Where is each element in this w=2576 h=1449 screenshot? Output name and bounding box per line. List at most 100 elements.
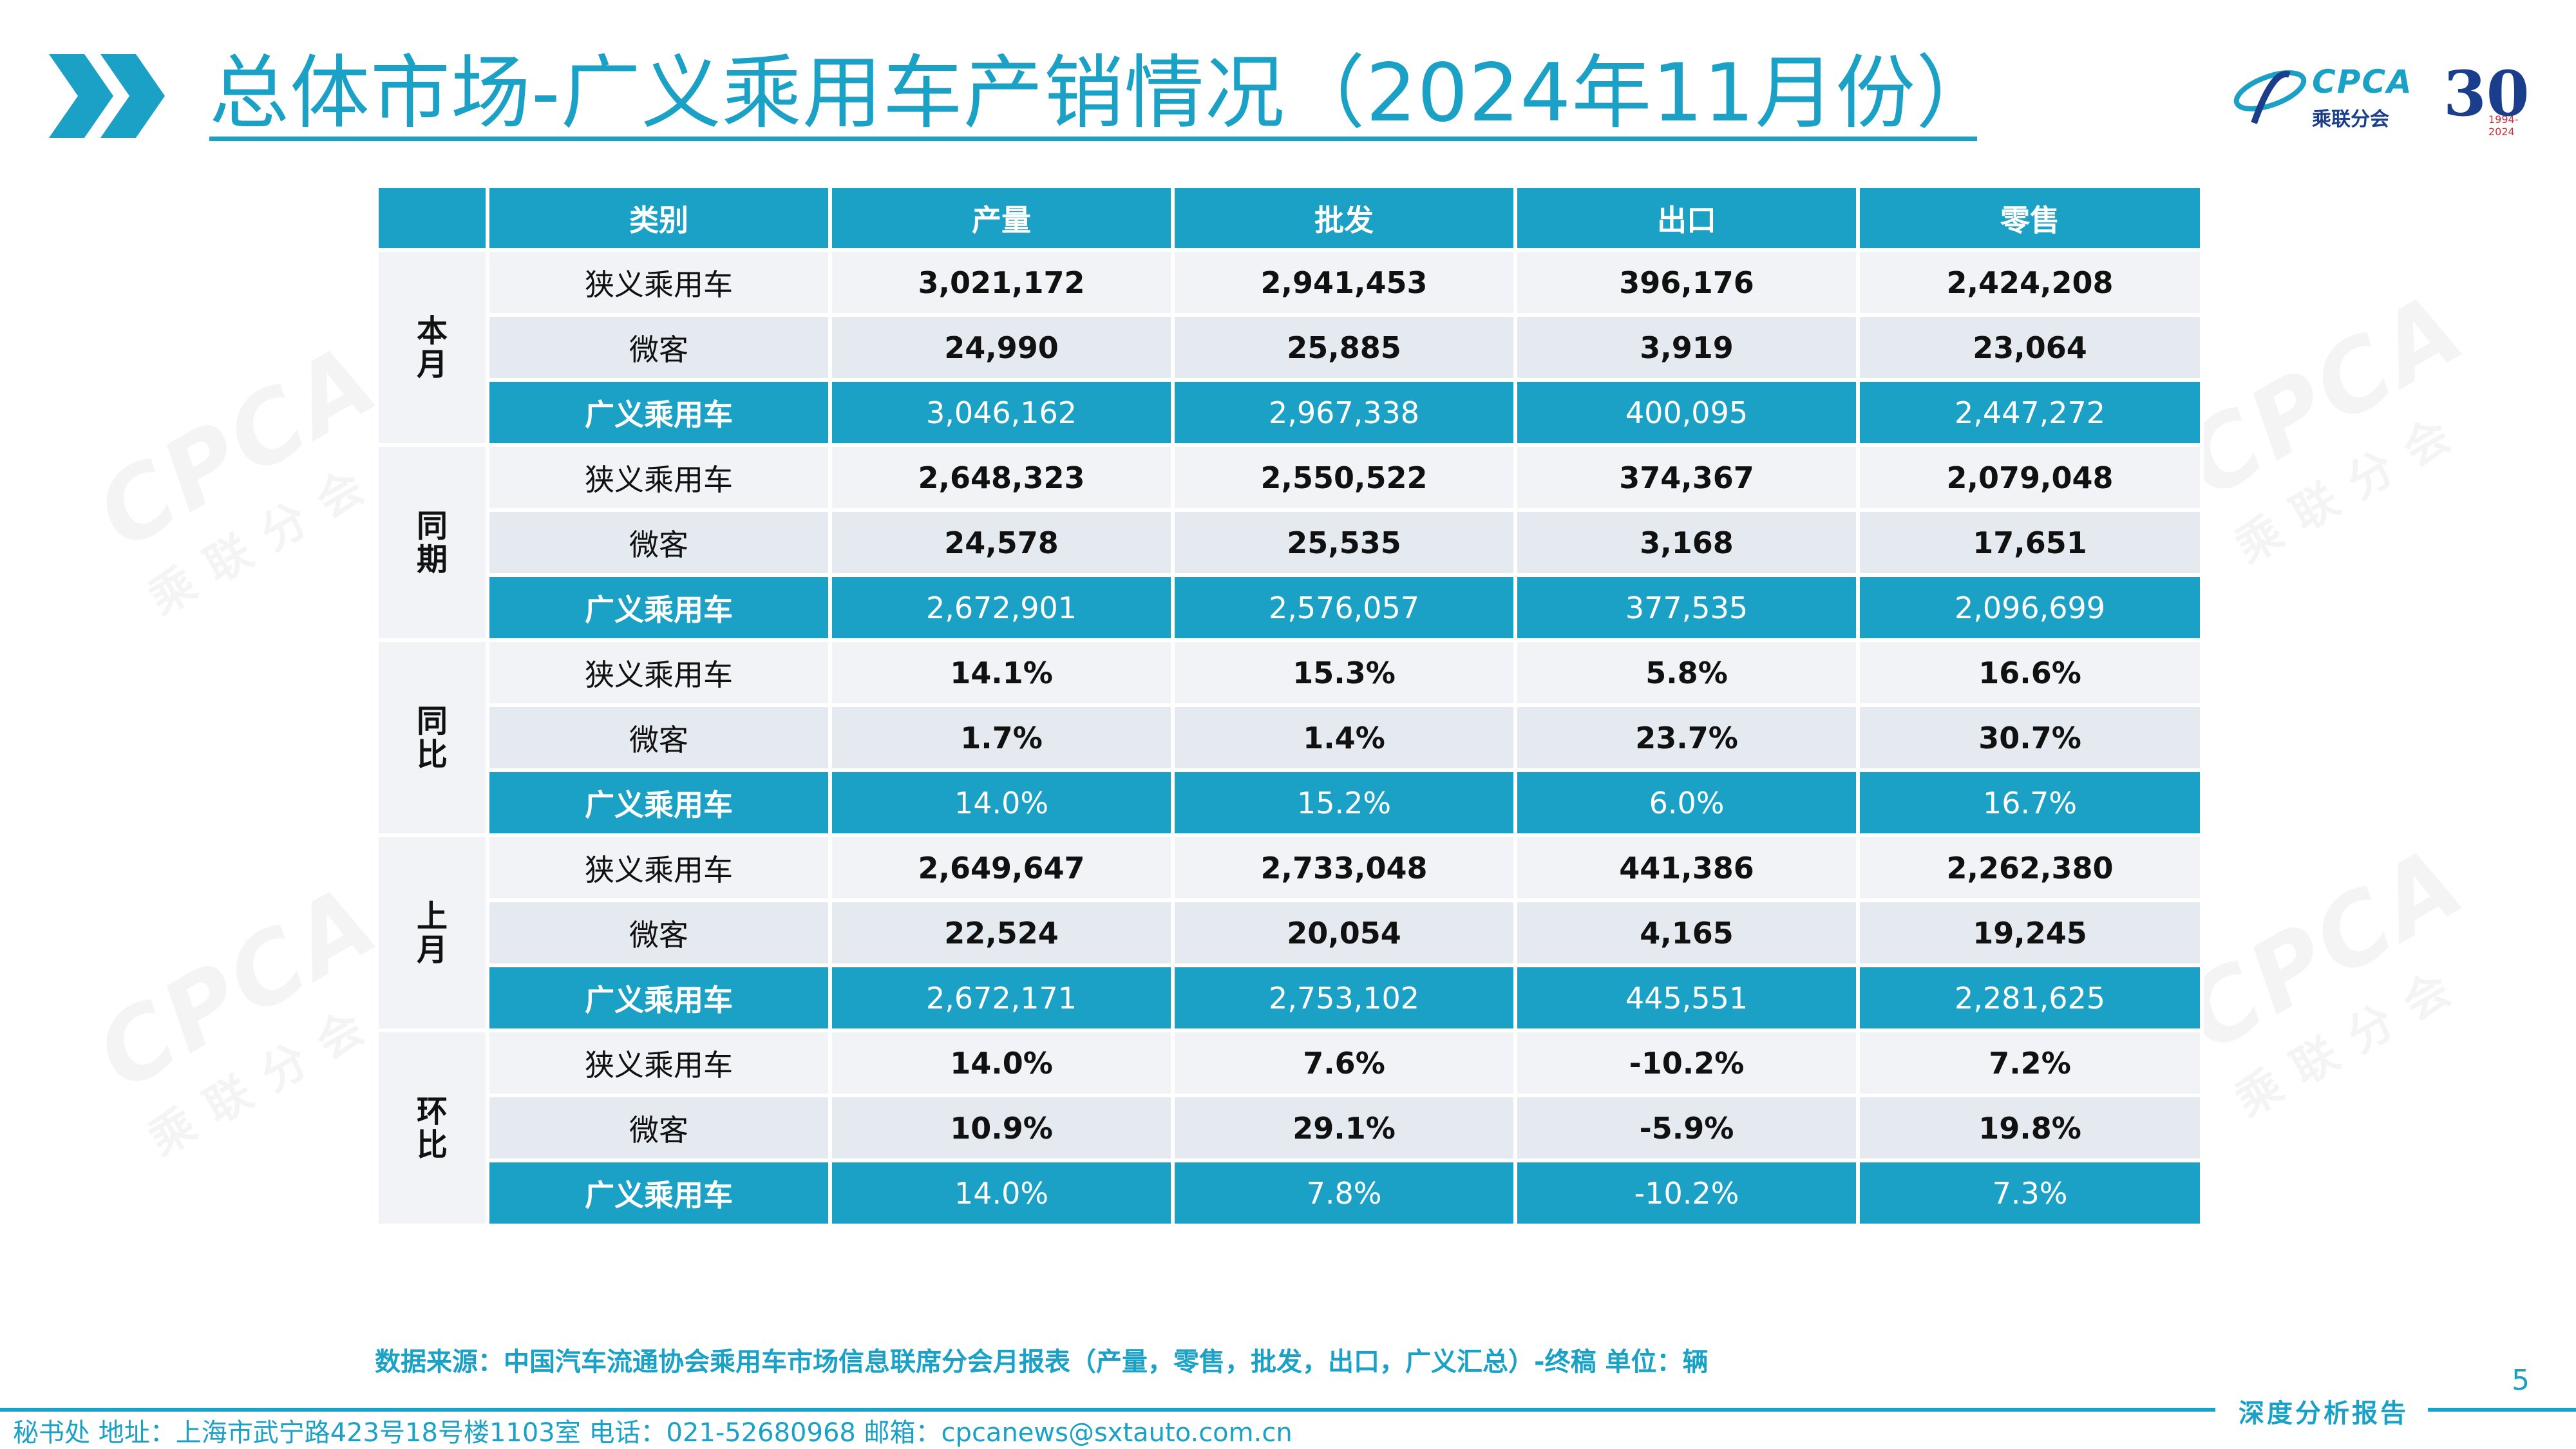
table-cell: 25,535 xyxy=(1171,508,1517,577)
watermark-text-cn: 乘联分会 xyxy=(2226,399,2476,574)
table-cell: 7.6% xyxy=(1171,1028,1517,1097)
table-cell: 445,551 xyxy=(1513,963,1860,1032)
table-cell: -10.2% xyxy=(1513,1028,1860,1097)
table-row: 微客 24,578 25,535 3,168 17,651 xyxy=(377,508,2204,577)
table-cell: 30.7% xyxy=(1856,703,2204,772)
table-cell: 374,367 xyxy=(1513,443,1860,512)
row-label: 狭义乘用车 xyxy=(486,1028,832,1097)
table-cell: 3,021,172 xyxy=(828,248,1175,317)
watermark: CPCA 乘联分会 xyxy=(2166,825,2517,1130)
table-cell: 2,424,208 xyxy=(1856,248,2204,317)
table-cell: 2,648,323 xyxy=(828,443,1175,512)
anniversary-years: 1994-2024 xyxy=(2488,113,2519,138)
group-label: 上月 xyxy=(416,898,448,968)
table-cell: 396,176 xyxy=(1513,248,1860,317)
table-cell: 441,386 xyxy=(1513,833,1860,902)
table-row: 广义乘用车 2,672,901 2,576,057 377,535 2,096,699 xyxy=(377,573,2204,642)
table-row: 上月 狭义乘用车 2,649,647 2,733,048 441,386 2,262,38… xyxy=(375,833,2204,1032)
table-cell: 15.3% xyxy=(1171,638,1517,707)
group-label: 同期 xyxy=(416,507,448,578)
sales-table: 类别 产量 批发 出口 零售 本月 狭义乘用车 3,021,172 2,941,453… xyxy=(375,184,2204,1227)
row-label: 狭义乘用车 xyxy=(486,833,832,902)
table-cell: 2,967,338 xyxy=(1171,378,1517,447)
table-header-row: 类别 产量 批发 出口 零售 xyxy=(375,184,2204,252)
group-label-cell: 同期 xyxy=(375,443,489,642)
table-cell: 2,672,171 xyxy=(828,963,1175,1032)
watermark-text: CPCA xyxy=(79,863,397,1112)
table-cell: 15.2% xyxy=(1171,768,1517,837)
table-cell: 6.0% xyxy=(1513,768,1860,837)
row-label: 微客 xyxy=(486,313,832,382)
header-category: 类别 xyxy=(486,184,832,252)
watermark-text: CPCA xyxy=(79,322,397,571)
group-label-cell: 本月 xyxy=(375,248,489,447)
table-cell: 24,990 xyxy=(828,313,1175,382)
table-cell: 25,885 xyxy=(1171,313,1517,382)
group-label-cell: 环比 xyxy=(375,1028,489,1227)
header-spacer xyxy=(375,184,489,252)
table-cell: 1.4% xyxy=(1171,703,1517,772)
table-cell: -5.9% xyxy=(1513,1094,1860,1162)
table-cell: 2,576,057 xyxy=(1171,573,1517,642)
table-cell: 2,550,522 xyxy=(1171,443,1517,512)
table-row: 微客 10.9% 29.1% -5.9% 19.8% xyxy=(377,1094,2204,1162)
table-cell: 2,262,380 xyxy=(1856,833,2204,902)
table-row: 环比 狭义乘用车 14.0% 7.6% -10.2% 7.2% xyxy=(375,1028,2204,1227)
table-cell: 2,753,102 xyxy=(1171,963,1517,1032)
cpca-brand-text: CPCA xyxy=(2312,63,2413,100)
table-cell: 3,919 xyxy=(1513,313,1860,382)
table-cell: 19.8% xyxy=(1856,1094,2204,1162)
table-cell: 1.7% xyxy=(828,703,1175,772)
table-cell: 3,168 xyxy=(1513,508,1860,577)
group-label: 同比 xyxy=(416,703,448,773)
table-cell: 22,524 xyxy=(828,898,1175,967)
footer-divider-right xyxy=(2428,1408,2576,1412)
table-cell: 7.2% xyxy=(1856,1028,2204,1097)
row-label: 狭义乘用车 xyxy=(486,638,832,707)
row-label: 微客 xyxy=(486,1094,832,1162)
watermark-text: CPCA xyxy=(2165,824,2484,1074)
row-label: 狭义乘用车 xyxy=(486,248,832,317)
table-row: 同期 狭义乘用车 2,648,323 2,550,522 374,367 2,079,04… xyxy=(375,443,2204,642)
table-cell: 377,535 xyxy=(1513,573,1860,642)
table-cell: 2,079,048 xyxy=(1856,443,2204,512)
source-note: 数据来源：中国汽车流通协会乘用车市场信息联席分会月报表（产量，零售，批发，出口，… xyxy=(375,1347,1709,1377)
row-label: 广义乘用车 xyxy=(486,573,832,642)
table-cell: 14.0% xyxy=(828,768,1175,837)
group-label-cell: 上月 xyxy=(375,833,489,1032)
anniversary-badge: 30 xyxy=(2443,57,2530,130)
table-row: 微客 24,990 25,885 3,919 23,064 xyxy=(377,313,2204,382)
table-cell: 23.7% xyxy=(1513,703,1860,772)
table-cell: 7.3% xyxy=(1856,1159,2204,1227)
table-cell: 14.0% xyxy=(828,1028,1175,1097)
page-title: 总体市场-广义乘用车产销情况（2024年11月份） xyxy=(209,47,1997,140)
table-cell: 3,046,162 xyxy=(828,378,1175,447)
header-export: 出口 xyxy=(1513,184,1860,252)
row-label: 广义乘用车 xyxy=(486,768,832,837)
table-cell: 16.6% xyxy=(1856,638,2204,707)
table-cell: 23,064 xyxy=(1856,313,2204,382)
table-cell: 24,578 xyxy=(828,508,1175,577)
table-cell: 2,672,901 xyxy=(828,573,1175,642)
table-row: 广义乘用车 14.0% 7.8% -10.2% 7.3% xyxy=(377,1159,2204,1227)
report-label: 深度分析报告 xyxy=(2239,1398,2409,1428)
watermark-text: CPCA xyxy=(2165,270,2484,520)
table-cell: 2,649,647 xyxy=(828,833,1175,902)
table-row: 微客 22,524 20,054 4,165 19,245 xyxy=(377,898,2204,967)
row-label: 广义乘用车 xyxy=(486,1159,832,1227)
table-cell: 14.1% xyxy=(828,638,1175,707)
header-production: 产量 xyxy=(828,184,1175,252)
watermark-text-cn: 乘联分会 xyxy=(2226,952,2476,1128)
header-retail: 零售 xyxy=(1856,184,2204,252)
row-label: 微客 xyxy=(486,898,832,967)
page-number: 5 xyxy=(2512,1364,2530,1397)
table-cell: 29.1% xyxy=(1171,1094,1517,1162)
table-cell: 2,096,699 xyxy=(1856,573,2204,642)
cpca-emblem-icon xyxy=(2233,70,2307,124)
title-underline xyxy=(209,137,1977,141)
table-cell: 400,095 xyxy=(1513,378,1860,447)
row-label: 狭义乘用车 xyxy=(486,443,832,512)
table-row: 本月 狭义乘用车 3,021,172 2,941,453 396,176 2,424,20… xyxy=(375,248,2204,447)
table-cell: 5.8% xyxy=(1513,638,1860,707)
table-cell: 2,447,272 xyxy=(1856,378,2204,447)
